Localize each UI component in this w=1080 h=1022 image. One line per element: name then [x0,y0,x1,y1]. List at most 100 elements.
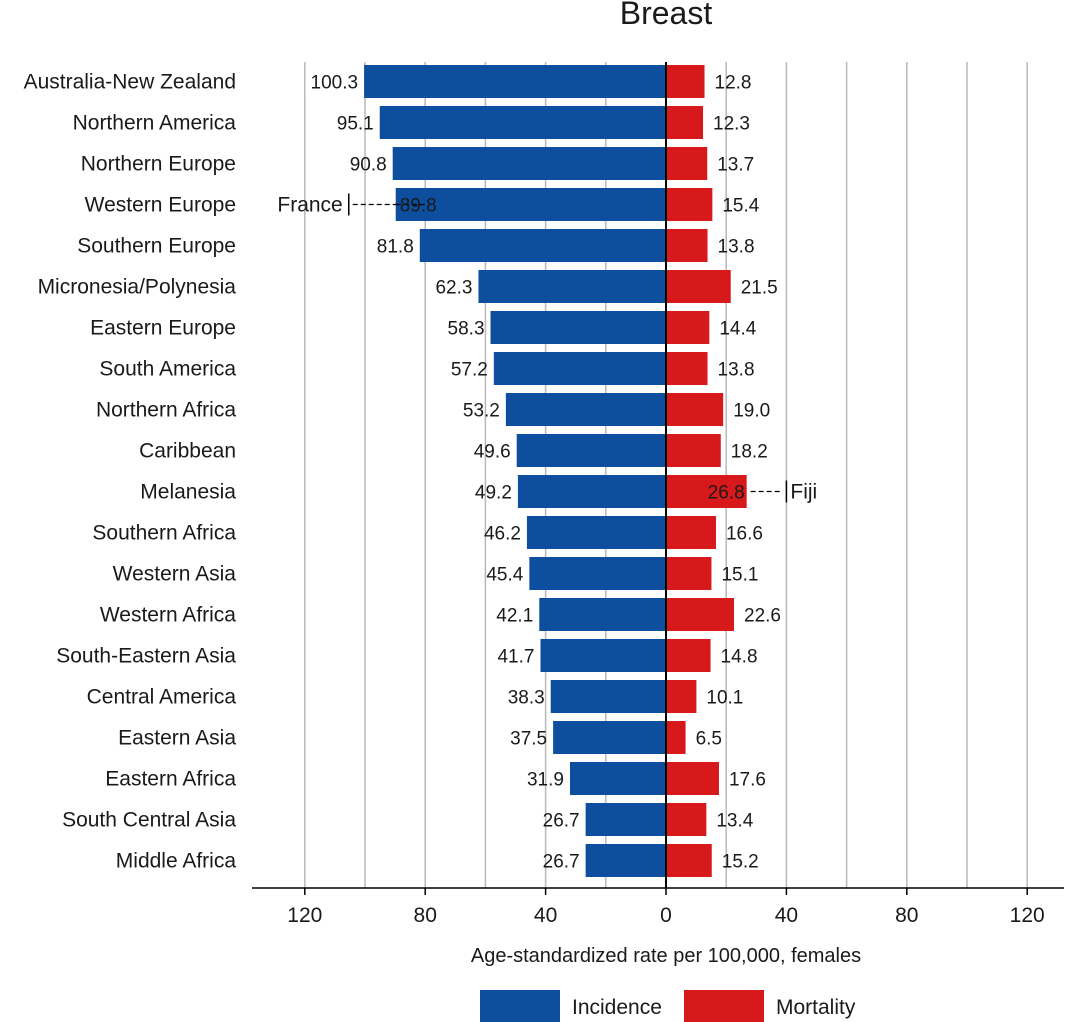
legend-mortality-swatch [684,990,764,1022]
category-label: Western Asia [113,563,237,586]
mortality-value-label: 15.2 [722,852,759,873]
category-label: Western Europe [85,194,236,217]
incidence-value-label: 38.3 [508,688,545,709]
category-label: South-Eastern Asia [56,645,236,668]
mortality-value-label: 17.6 [729,770,766,791]
x-tick-label: 40 [775,904,798,927]
incidence-bar [419,229,666,262]
incidence-bar [379,106,666,139]
mortality-value-label: 22.6 [744,606,781,627]
mortality-value-label: 6.5 [696,729,722,750]
incidence-bar [585,803,666,836]
incidence-bar [585,844,666,877]
legend: Incidence Mortality [480,990,856,1022]
incidence-value-label: 49.6 [474,442,511,463]
legend-incidence-swatch [480,990,560,1022]
mortality-bar [666,762,719,795]
category-label: Western Africa [100,604,236,627]
mortality-bar [666,188,713,221]
mortality-value-label: 13.4 [716,811,753,832]
mortality-value-label: 13.7 [717,155,754,176]
mortality-value-label: 16.6 [726,524,763,545]
mortality-bar [666,434,721,467]
mortality-value-label: 21.5 [741,278,778,299]
category-label: Caribbean [139,440,236,463]
mortality-bar [666,229,708,262]
incidence-value-label: 81.8 [377,237,414,258]
x-tick-label: 120 [287,904,322,927]
x-axis-label: Age-standardized rate per 100,000, femal… [471,945,861,967]
category-label: Southern Europe [77,235,236,258]
incidence-bar [540,639,666,672]
mortality-bar [666,639,711,672]
mortality-bar [666,557,712,590]
mortality-value-label: 12.3 [713,114,750,135]
category-label: South America [99,358,236,381]
incidence-bar [478,270,666,303]
incidence-bar [364,65,666,98]
category-label: Central America [87,686,237,709]
category-label: South Central Asia [62,809,236,832]
chart-title: Breast [620,0,713,31]
category-label: Northern America [73,112,237,135]
mortality-bar [666,393,724,426]
incidence-bar [505,393,666,426]
category-label: Eastern Asia [118,727,236,750]
category-label: Micronesia/Polynesia [38,276,237,299]
category-label: Northern Europe [81,153,236,176]
incidence-value-label: 42.1 [496,606,533,627]
incidence-value-label: 45.4 [486,565,523,586]
x-tick-label: 40 [534,904,557,927]
mortality-bar [666,803,707,836]
mortality-value-label: 12.8 [715,73,752,94]
mortality-bar [666,106,704,139]
incidence-value-label: 53.2 [463,401,500,422]
mortality-value-label: 26.8 [708,483,745,504]
incidence-value-label: 26.7 [543,852,580,873]
incidence-value-label: 95.1 [337,114,374,135]
mortality-value-label: 15.4 [722,196,759,217]
incidence-bar [392,147,666,180]
category-label: Northern Africa [96,399,236,422]
category-label: Eastern Africa [105,768,236,791]
france-annotation-label: France [277,194,342,217]
incidence-value-label: 89.8 [400,196,437,217]
incidence-value-label: 100.3 [311,73,359,94]
incidence-value-label: 41.7 [497,647,534,668]
incidence-value-label: 37.5 [510,729,547,750]
incidence-bar [517,475,666,508]
mortality-bar [666,311,710,344]
mortality-value-label: 18.2 [731,442,768,463]
mortality-bar [666,844,712,877]
mortality-value-label: 19.0 [733,401,770,422]
mortality-value-label: 15.1 [721,565,758,586]
category-label: Eastern Europe [90,317,236,340]
fiji-annotation-label: Fiji [790,481,817,504]
incidence-value-label: 31.9 [527,770,564,791]
incidence-bar [490,311,666,344]
incidence-value-label: 90.8 [350,155,387,176]
mortality-bar [666,352,708,385]
mortality-value-label: 14.8 [721,647,758,668]
category-label: Melanesia [140,481,236,504]
mortality-bar [666,475,747,508]
x-tick-label: 0 [660,904,672,927]
incidence-value-label: 49.2 [475,483,512,504]
incidence-bar [395,188,666,221]
mortality-bar [666,65,705,98]
x-tick-label: 120 [1010,904,1045,927]
legend-incidence-label: Incidence [572,996,662,1019]
incidence-value-label: 26.7 [543,811,580,832]
category-label: Southern Africa [92,522,236,545]
mortality-value-label: 13.8 [718,360,755,381]
incidence-bar [529,557,666,590]
mortality-value-label: 10.1 [706,688,743,709]
incidence-bar [569,762,666,795]
x-axis: 120 80 40 0 40 80 120 [252,887,1064,927]
mortality-bar [666,270,731,303]
category-label: Middle Africa [116,850,237,873]
incidence-bar [516,434,666,467]
incidence-bar [553,721,666,754]
incidence-value-label: 46.2 [484,524,521,545]
mortality-bar [666,598,735,631]
